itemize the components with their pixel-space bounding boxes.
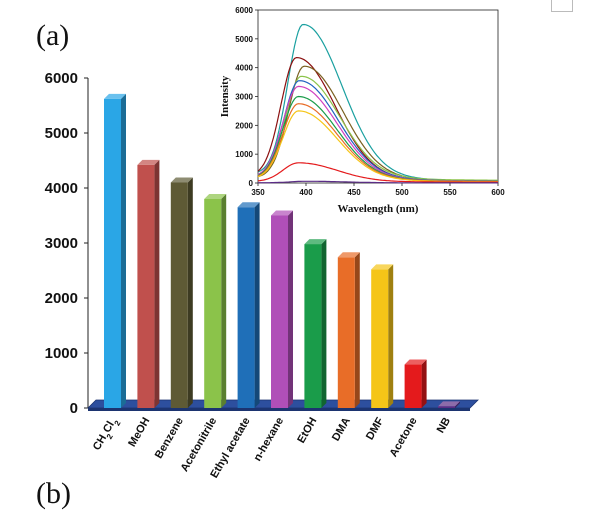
spectrum-line: [257, 162, 498, 183]
panel-label-a: (a): [36, 19, 69, 52]
bar: [271, 215, 288, 408]
inset-x-tick-label: 450: [347, 188, 361, 197]
bar: [337, 257, 355, 408]
inset-y-tick-label: 4000: [235, 64, 253, 73]
bar: [404, 364, 422, 408]
bar: [438, 406, 455, 408]
x-tick-label: DMA: [330, 415, 353, 443]
bar-top: [271, 210, 293, 216]
inset-y-tick-label: 2000: [235, 121, 253, 130]
inset-y-tick-label: 0: [249, 179, 254, 188]
panel-label-b: (b): [36, 477, 71, 510]
bar-side: [121, 93, 126, 409]
bar-side: [187, 177, 193, 408]
bar-top: [404, 359, 427, 365]
spectrum-line: [257, 23, 499, 182]
bar-top: [137, 159, 160, 165]
y-tick-label: 6000: [45, 70, 78, 87]
y-tick-label: 4000: [45, 180, 78, 197]
y-tick-label: 3000: [45, 235, 78, 252]
bar-top: [438, 401, 460, 407]
inset-x-tick-label: 550: [443, 188, 457, 197]
bar-top: [104, 93, 126, 99]
chart-floor-front: [88, 408, 470, 411]
inset-y-axis-label: Intensity: [219, 75, 231, 117]
x-tick-label: EtOH: [295, 415, 319, 445]
inset-x-tick-label: 350: [251, 188, 265, 197]
inset-y-tick-label: 3000: [235, 93, 253, 102]
y-tick-label: 0: [70, 400, 78, 417]
x-tick-label: Benzene: [153, 416, 186, 461]
inset-y-tick-label: 5000: [235, 35, 253, 44]
x-tick-label: n-hexane: [252, 416, 287, 464]
bar: [371, 269, 389, 408]
corner-tab: [551, 0, 573, 12]
bar-side: [421, 359, 427, 408]
bar-side: [388, 264, 394, 408]
y-tick-label: 2000: [45, 290, 78, 307]
x-tick-label: NB: [435, 415, 453, 435]
x-tick-label: DMF: [364, 415, 386, 442]
bar-side: [221, 194, 227, 408]
inset-x-axis-label: Wavelength (nm): [338, 203, 419, 215]
inset-x-tick-label: 500: [395, 188, 409, 197]
bar-top: [337, 252, 360, 258]
bar-top: [170, 177, 193, 183]
bar-side: [455, 401, 460, 408]
inset-x-tick-label: 400: [299, 188, 313, 197]
spectrum-line: [257, 75, 498, 181]
bar-top: [304, 239, 327, 245]
bar: [104, 98, 121, 409]
inset-emission-chart: 350 400 450 500 550 6000100020003000400050006…: [219, 6, 505, 215]
bar: [204, 199, 222, 408]
y-tick-label: 5000: [45, 125, 78, 142]
bar: [170, 182, 188, 408]
y-tick-label: 1000: [45, 345, 78, 362]
bar: [304, 244, 322, 408]
bar-side: [288, 210, 293, 408]
x-tick-label: CH2Cl2: [91, 415, 123, 454]
bar-side: [254, 202, 260, 408]
x-tick-label: Acetone: [388, 416, 420, 460]
bar-top: [237, 202, 260, 208]
bar-side: [321, 239, 327, 408]
bar-side: [154, 159, 160, 408]
bar: [137, 164, 155, 408]
bar: [237, 207, 255, 408]
bar-top: [371, 264, 394, 270]
x-tick-label: MeOH: [126, 415, 152, 449]
bar-side: [354, 252, 360, 408]
inset-x-tick-label: 600: [491, 188, 505, 197]
spectrum-line: [258, 180, 498, 184]
inset-y-tick-label: 6000: [235, 6, 253, 15]
inset-y-tick-label: 1000: [235, 150, 253, 159]
bar-top: [204, 194, 227, 199]
